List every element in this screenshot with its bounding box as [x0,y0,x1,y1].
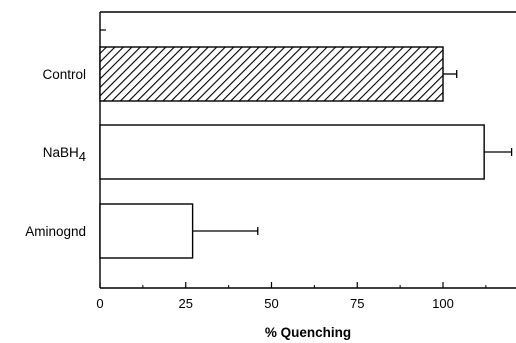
x-tick-label: 50 [264,296,278,311]
bar-aminognd [99,203,194,259]
x-tick-label: 75 [350,296,364,311]
bar-control [99,46,444,102]
category-label-control: Control [42,67,86,82]
x-axis-title: % Quenching [265,325,351,340]
category-label-nabh4: NaBH4 [43,145,86,164]
bar-nabh4 [99,124,485,180]
x-tick-label: 100 [432,296,454,311]
x-tick-label: 0 [96,296,103,311]
x-tick-label: 25 [179,296,193,311]
category-label-aminognd: Aminognd [25,224,86,239]
